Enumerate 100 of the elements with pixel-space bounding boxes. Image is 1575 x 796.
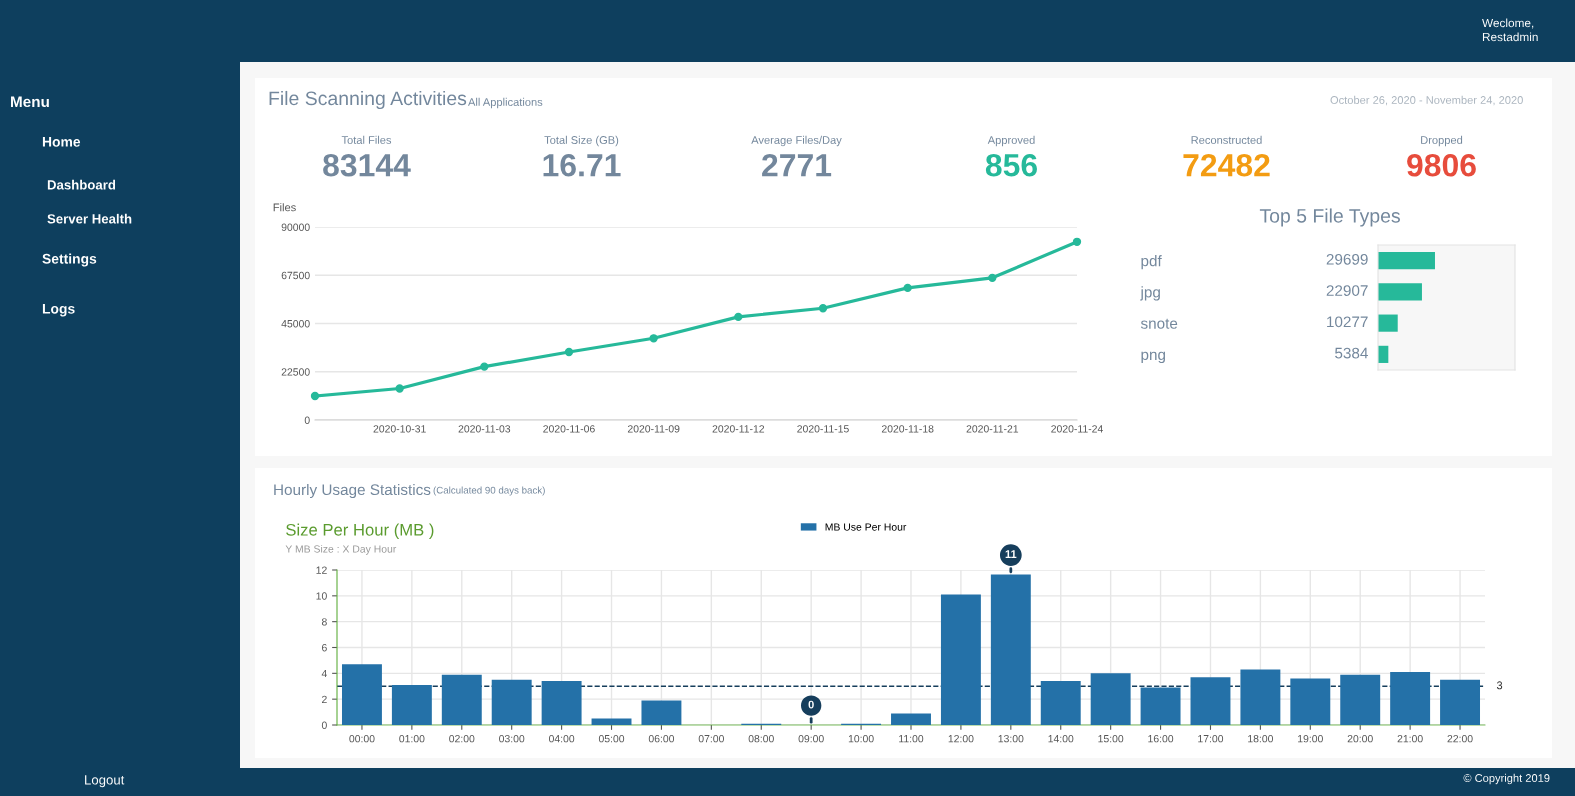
text: October 26, 2020 - November 24, 2020 xyxy=(1330,95,1523,106)
point xyxy=(1072,237,1082,246)
x-tick-label: 22:00 xyxy=(1447,735,1473,743)
legend-label: MB Use Per Hour xyxy=(825,523,907,531)
x-tick-label: 14:00 xyxy=(1048,735,1074,743)
chart-title: Top 5 File Types xyxy=(1259,208,1400,227)
category-label: Total Files xyxy=(341,135,392,144)
text: Server Health xyxy=(47,213,132,224)
x-tick-label: 02:00 xyxy=(449,735,475,743)
bar xyxy=(341,664,382,725)
x-tick-label: 20:00 xyxy=(1347,735,1373,743)
text: © Copyright 2019 xyxy=(1463,773,1550,785)
point xyxy=(564,347,574,357)
x-tick-label: 08:00 xyxy=(748,735,774,743)
point xyxy=(395,384,404,393)
x-tick-label: 10:00 xyxy=(848,735,874,743)
text: 856 xyxy=(985,153,1037,177)
text: All Applications xyxy=(468,97,543,109)
bar xyxy=(541,681,582,725)
category-label: Total Size (GB) xyxy=(544,135,619,147)
bar xyxy=(1340,674,1381,725)
point xyxy=(734,312,743,322)
chart-title: Size Per Hour (MB ) xyxy=(286,523,434,540)
text: (Calculated 90 days back) xyxy=(433,486,545,496)
x-tick-label: 11:00 xyxy=(899,735,924,743)
x-tick-label: 2020-11-12 xyxy=(712,425,765,433)
bar xyxy=(591,718,632,725)
y-tick-label: 6 xyxy=(322,644,327,652)
x-tick-label: 15:00 xyxy=(1098,735,1124,743)
x-tick-label: 21:00 xyxy=(1397,735,1423,743)
bar xyxy=(1090,673,1131,725)
x-tick-label: 09:00 xyxy=(798,735,824,743)
bar xyxy=(1040,681,1081,725)
x-tick-label: 04:00 xyxy=(548,735,575,743)
y-tick-label: 67500 xyxy=(281,271,310,280)
x-tick-label: 12:00 xyxy=(948,735,974,743)
x-tick-label: 05:00 xyxy=(598,735,625,743)
x-tick-label: 06:00 xyxy=(648,735,675,743)
y-tick-label: jpg xyxy=(1140,286,1160,301)
x-tick-label: 2020-11-15 xyxy=(797,425,849,433)
bar xyxy=(1240,669,1281,725)
text: Dashboard xyxy=(47,179,116,190)
category-label: Approved xyxy=(987,135,1035,147)
text: Settings xyxy=(42,253,97,267)
annotation: 0 xyxy=(808,700,814,709)
y-tick-label: 90000 xyxy=(281,223,310,231)
point xyxy=(649,334,658,343)
x-tick-label: 07:00 xyxy=(698,735,724,743)
bar xyxy=(1390,672,1431,725)
point xyxy=(818,304,828,313)
x-tick-label: 16:00 xyxy=(1148,735,1174,743)
y-tick-label: 12 xyxy=(316,566,327,574)
x-tick-label: 13:00 xyxy=(998,735,1024,743)
annotation: 11 xyxy=(1005,550,1017,558)
category-label: Average Files/Day xyxy=(751,135,842,147)
data-label: 29699 xyxy=(1326,253,1368,265)
bar xyxy=(1440,679,1481,725)
y-tick-label: png xyxy=(1141,351,1166,364)
x-tick-label: 2020-11-21 xyxy=(966,425,1019,433)
x-tick-label: 03:00 xyxy=(499,735,525,743)
bar xyxy=(1378,283,1422,301)
bar xyxy=(441,674,482,725)
bar xyxy=(1190,677,1231,725)
bar xyxy=(491,679,532,725)
y-tick-label: 0 xyxy=(321,721,327,729)
x-tick-label: 19:00 xyxy=(1298,735,1323,743)
text: Weclome, xyxy=(1482,18,1534,29)
y-tick-label: 8 xyxy=(321,618,327,626)
text: 2771 xyxy=(762,153,832,177)
text: 9806 xyxy=(1407,153,1476,177)
y-tick-label: 45000 xyxy=(281,320,310,328)
text: File Scanning Activities xyxy=(269,90,467,110)
y-tick-label: 22500 xyxy=(281,368,310,376)
y-tick-label: 0 xyxy=(304,416,310,424)
chart-subtitle: Y MB Size : X Day Hour xyxy=(285,544,397,555)
x-tick-label: 2020-11-06 xyxy=(543,425,595,433)
text: 16.71 xyxy=(543,153,621,177)
y-axis-title: Files xyxy=(273,203,296,212)
y-tick-label: 4 xyxy=(321,669,327,678)
bar xyxy=(1290,678,1331,725)
bar xyxy=(641,700,682,725)
x-tick-label: 18:00 xyxy=(1248,735,1274,743)
text: 72482 xyxy=(1183,153,1270,177)
x-tick-label: 00:00 xyxy=(349,735,375,743)
point xyxy=(988,273,997,282)
y-tick-label: snote xyxy=(1140,318,1178,329)
ref-line-label: 3 xyxy=(1496,681,1503,690)
category-label: Dropped xyxy=(1421,135,1463,147)
text: Restadmin xyxy=(1482,32,1538,42)
bar xyxy=(891,713,931,725)
x-tick-label: 2020-11-03 xyxy=(458,425,511,433)
y-tick-label: 10 xyxy=(316,592,327,600)
data-label: 10277 xyxy=(1327,316,1368,328)
category-label: Reconstructed xyxy=(1191,135,1262,144)
data-label: 22907 xyxy=(1326,285,1368,296)
text: Logout xyxy=(85,775,125,788)
x-tick-label: 2020-11-09 xyxy=(627,425,680,433)
bar xyxy=(1378,252,1435,270)
text: Hourly Usage Statistics xyxy=(274,483,431,499)
y-tick-label: pdf xyxy=(1141,255,1162,270)
